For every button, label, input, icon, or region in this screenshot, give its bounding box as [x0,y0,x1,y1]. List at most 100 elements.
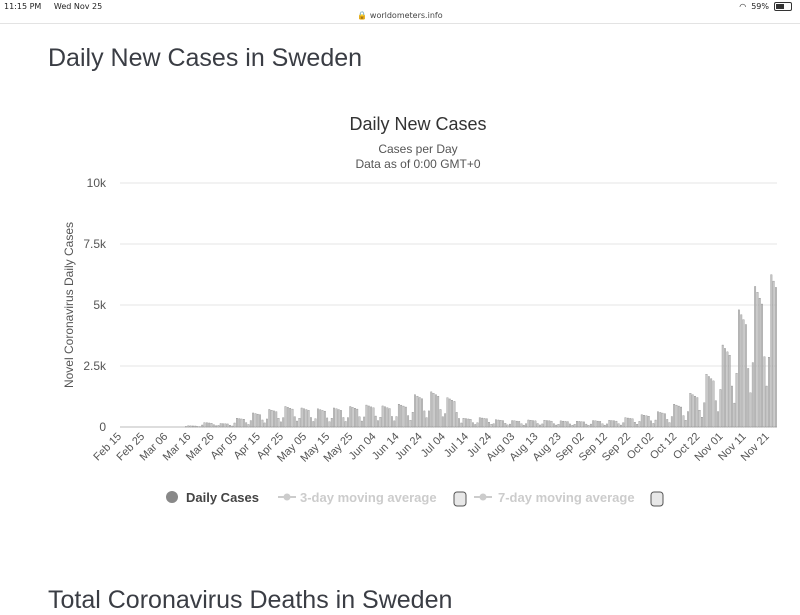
bar-daily-cases[interactable] [350,407,352,428]
bar-daily-cases[interactable] [764,357,766,427]
bar-daily-cases[interactable] [481,418,483,427]
bar-daily-cases[interactable] [565,421,567,427]
bar-daily-cases[interactable] [738,310,740,427]
checkbox-3-day-average[interactable] [454,492,466,506]
bar-daily-cases[interactable] [380,417,382,427]
bar-daily-cases[interactable] [484,418,486,427]
bar-daily-cases[interactable] [329,422,331,427]
bar-daily-cases[interactable] [683,416,685,427]
checkbox-7-day-average[interactable] [651,492,663,506]
bar-daily-cases[interactable] [773,281,775,427]
bar-daily-cases[interactable] [616,421,618,427]
bar-daily-cases[interactable] [590,424,592,427]
bar-daily-cases[interactable] [768,357,770,427]
bar-daily-cases[interactable] [648,416,650,427]
bar-daily-cases[interactable] [692,395,694,427]
bar-daily-cases[interactable] [218,425,220,427]
bar-daily-cases[interactable] [555,425,557,427]
bar-daily-cases[interactable] [544,420,546,427]
bar-daily-cases[interactable] [747,368,749,427]
bar-daily-cases[interactable] [192,426,194,427]
bar-daily-cases[interactable] [757,292,759,427]
bar-daily-cases[interactable] [359,417,361,427]
bar-daily-cases[interactable] [729,355,731,427]
bar-daily-cases[interactable] [523,425,525,427]
bar-daily-cases[interactable] [384,407,386,427]
bar-daily-cases[interactable] [579,421,581,427]
address-bar[interactable]: 🔒 worldometers.info [0,11,800,20]
bar-daily-cases[interactable] [421,399,423,427]
bar-daily-cases[interactable] [731,386,733,427]
bar-daily-cases[interactable] [389,409,391,427]
bar-daily-cases[interactable] [299,418,301,427]
legend-item-3-day-average[interactable]: 3-day moving average [278,490,466,506]
bar-daily-cases[interactable] [685,420,687,427]
legend-item-daily-cases[interactable]: Daily Cases [166,490,259,505]
bar-daily-cases[interactable] [597,421,599,427]
bar-daily-cases[interactable] [715,401,717,427]
bar-daily-cases[interactable] [315,419,317,427]
bar-daily-cases[interactable] [262,420,264,427]
bar-daily-cases[interactable] [322,410,324,427]
bar-daily-cases[interactable] [447,398,449,427]
bar-daily-cases[interactable] [215,426,217,427]
bar-daily-cases[interactable] [632,419,634,427]
bar-daily-cases[interactable] [574,424,576,427]
bar-daily-cases[interactable] [493,424,495,427]
bar-daily-cases[interactable] [313,421,315,427]
bar-daily-cases[interactable] [479,418,481,427]
bar-daily-cases[interactable] [190,426,192,427]
bar-daily-cases[interactable] [433,393,435,427]
bar-daily-cases[interactable] [456,412,458,427]
bar-daily-cases[interactable] [289,408,291,427]
bar-daily-cases[interactable] [750,393,752,427]
bar-daily-cases[interactable] [745,325,747,427]
bar-daily-cases[interactable] [673,404,675,427]
bar-daily-cases[interactable] [703,403,705,427]
bar-daily-cases[interactable] [592,421,594,427]
bar-daily-cases[interactable] [585,424,587,427]
bar-daily-cases[interactable] [227,424,229,427]
bar-daily-cases[interactable] [375,416,377,427]
bar-daily-cases[interactable] [301,408,303,427]
bar-daily-cases[interactable] [463,418,465,427]
bar-daily-cases[interactable] [449,399,451,427]
bar-daily-cases[interactable] [569,424,571,427]
bar-daily-cases[interactable] [754,286,756,427]
bar-daily-cases[interactable] [387,408,389,427]
bar-daily-cases[interactable] [426,418,428,427]
bar-daily-cases[interactable] [257,414,259,427]
bar-daily-cases[interactable] [521,424,523,427]
bar-daily-cases[interactable] [294,417,296,427]
bar-daily-cases[interactable] [761,304,763,427]
bar-daily-cases[interactable] [518,421,520,427]
bar-daily-cases[interactable] [195,426,197,427]
bar-daily-cases[interactable] [319,410,321,427]
bar-daily-cases[interactable] [271,410,273,427]
bar-daily-cases[interactable] [611,421,613,427]
bar-daily-cases[interactable] [356,409,358,427]
bar-daily-cases[interactable] [572,425,574,427]
bar-daily-cases[interactable] [185,426,187,427]
bar-daily-cases[interactable] [636,424,638,427]
bar-daily-cases[interactable] [627,418,629,427]
bar-daily-cases[interactable] [204,423,206,427]
bar-daily-cases[interactable] [500,420,502,427]
bar-daily-cases[interactable] [241,419,243,427]
bar-daily-cases[interactable] [535,421,537,427]
bar-daily-cases[interactable] [255,414,257,427]
bar-daily-cases[interactable] [724,348,726,427]
bar-daily-cases[interactable] [278,418,280,427]
bar-daily-cases[interactable] [736,373,738,427]
bar-daily-cases[interactable] [403,406,405,427]
bar-daily-cases[interactable] [435,395,437,427]
bar-daily-cases[interactable] [354,408,356,427]
bar-daily-cases[interactable] [734,403,736,427]
bar-daily-cases[interactable] [273,411,275,427]
bar-daily-cases[interactable] [509,424,511,427]
bar-daily-cases[interactable] [495,420,497,427]
bar-daily-cases[interactable] [338,410,340,427]
bar-daily-cases[interactable] [440,409,442,427]
bar-daily-cases[interactable] [505,423,507,427]
bar-daily-cases[interactable] [412,412,414,427]
